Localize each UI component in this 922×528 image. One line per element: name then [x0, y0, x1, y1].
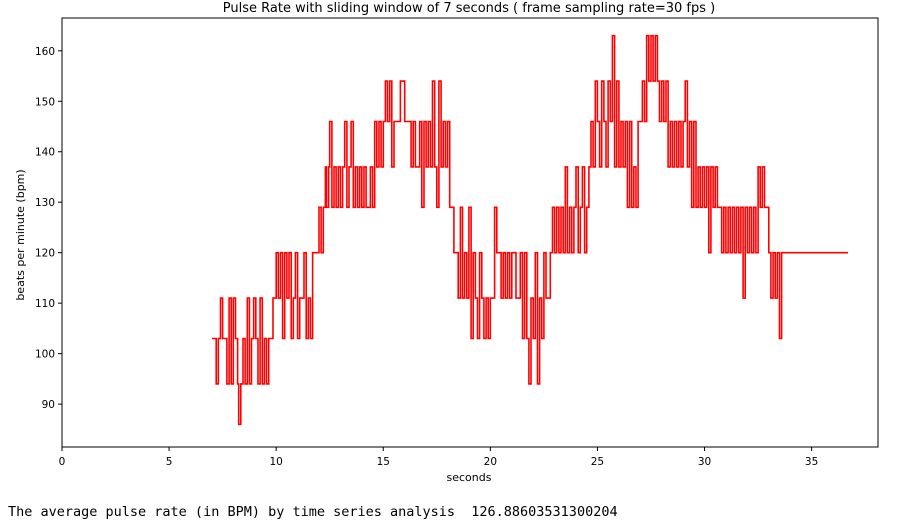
- pulse-rate-chart: Pulse Rate with sliding window of 7 seco…: [14, 1, 879, 484]
- average-pulse-output: The average pulse rate (in BPM) by time …: [8, 504, 618, 520]
- y-tick-label: 160: [35, 46, 55, 58]
- x-tick-label: 30: [698, 456, 711, 468]
- x-tick-label: 20: [484, 456, 497, 468]
- x-tick-label: 35: [805, 456, 818, 468]
- y-tick-label: 100: [35, 349, 55, 361]
- y-tick-label: 130: [35, 197, 55, 209]
- x-tick-label: 15: [377, 456, 390, 468]
- x-tick-label: 0: [59, 456, 66, 468]
- y-tick-label: 90: [42, 399, 55, 411]
- x-tick-label: 25: [591, 456, 604, 468]
- y-tick-label: 110: [35, 298, 55, 310]
- plot-frame: [61, 17, 879, 448]
- plot-area: 0 5 10 15 20 25 30 35 90 100 110 120 130 140 150 160: [35, 17, 879, 468]
- chart-title: Pulse Rate with sliding window of 7 seco…: [223, 1, 715, 16]
- pulse-rate-series-line: [211, 34, 848, 426]
- y-tick-label: 150: [35, 96, 55, 108]
- y-axis-label: beats per minute (bpm): [14, 169, 27, 300]
- x-tick-label: 10: [269, 456, 282, 468]
- x-tick-label: 5: [166, 456, 173, 468]
- y-tick-label: 120: [35, 248, 55, 260]
- y-tick-label: 140: [35, 147, 55, 159]
- x-axis-label: seconds: [447, 471, 492, 484]
